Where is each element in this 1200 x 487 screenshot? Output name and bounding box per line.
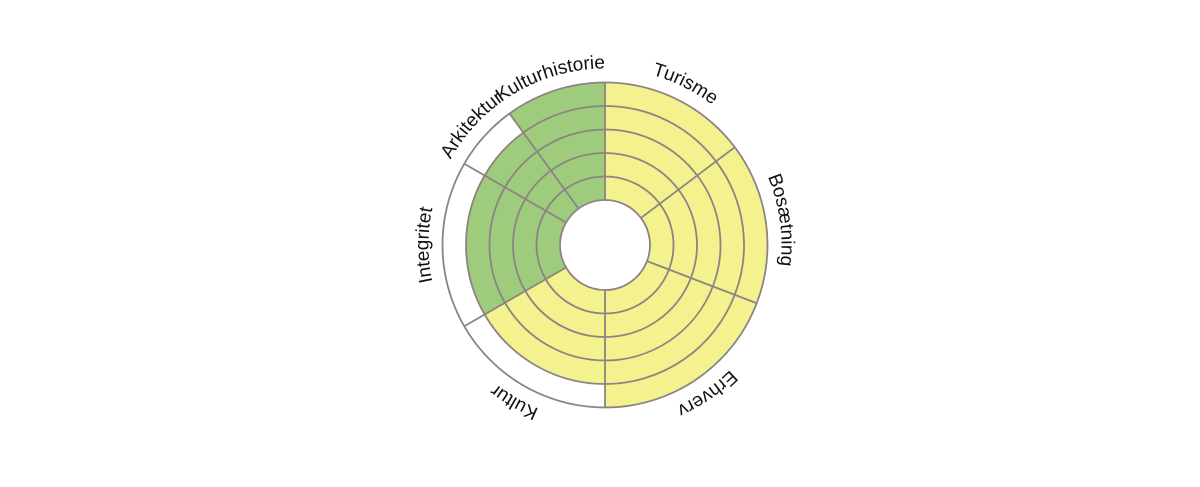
- ring-arc: [559, 222, 567, 268]
- ring-arc: [604, 269, 670, 315]
- sector-fill-erhverv: [605, 261, 757, 408]
- ring-arc: [535, 210, 547, 280]
- ring-arc: [677, 189, 698, 279]
- ring-arc: [578, 199, 606, 210]
- label-bosætning: Bosætning: [763, 171, 797, 267]
- sector-divider: [640, 146, 736, 219]
- sector-divider: [646, 260, 758, 305]
- ring-arc: [604, 286, 714, 362]
- ring-arc: [504, 150, 538, 188]
- ring-arc: [483, 131, 524, 176]
- ring-arc: [640, 217, 651, 262]
- sector-fill-kulturhistorie: [509, 82, 605, 209]
- ring-arc: [512, 198, 527, 292]
- ring-arc: [604, 294, 736, 385]
- ring-arc: [658, 203, 675, 270]
- ring-arc: [536, 128, 606, 153]
- ring-arc: [604, 105, 717, 162]
- ring-arc: [483, 314, 606, 385]
- sector-fill-integritet: [466, 175, 567, 315]
- sector-layer: [442, 82, 768, 408]
- sector-divider: [463, 162, 567, 224]
- ring-arc: [550, 152, 606, 172]
- ring-arc: [504, 302, 606, 362]
- ring-arc: [522, 105, 606, 134]
- ring-arc: [544, 188, 566, 212]
- ring-arc: [604, 175, 661, 205]
- sector-fill-kultur: [484, 267, 605, 384]
- ring-layer: [441, 81, 769, 409]
- label-text: Integritet: [412, 204, 437, 284]
- ring-arc: [604, 199, 642, 219]
- ring-arc: [604, 152, 680, 191]
- ring-arc: [488, 186, 506, 304]
- spoke-layer: [463, 82, 758, 408]
- sector-divider: [508, 113, 580, 210]
- ring-arc: [564, 175, 606, 191]
- ring-arc: [604, 260, 648, 291]
- ring-arc: [696, 174, 722, 287]
- ring-arc: [544, 278, 606, 315]
- ring-arc: [524, 169, 552, 200]
- sector-divider: [463, 266, 567, 328]
- label-integritet: Integritet: [412, 204, 437, 284]
- sector-fill-bosætning: [640, 147, 768, 304]
- ring-arc: [604, 277, 692, 338]
- ring-arc: [465, 175, 486, 315]
- ring-arc: [565, 267, 606, 291]
- ring-arc: [524, 290, 606, 338]
- sector-fill-arkitektur: [484, 132, 579, 223]
- ring-arc: [604, 128, 698, 177]
- label-text: Bosætning: [763, 171, 797, 267]
- ring-arc: [715, 160, 745, 296]
